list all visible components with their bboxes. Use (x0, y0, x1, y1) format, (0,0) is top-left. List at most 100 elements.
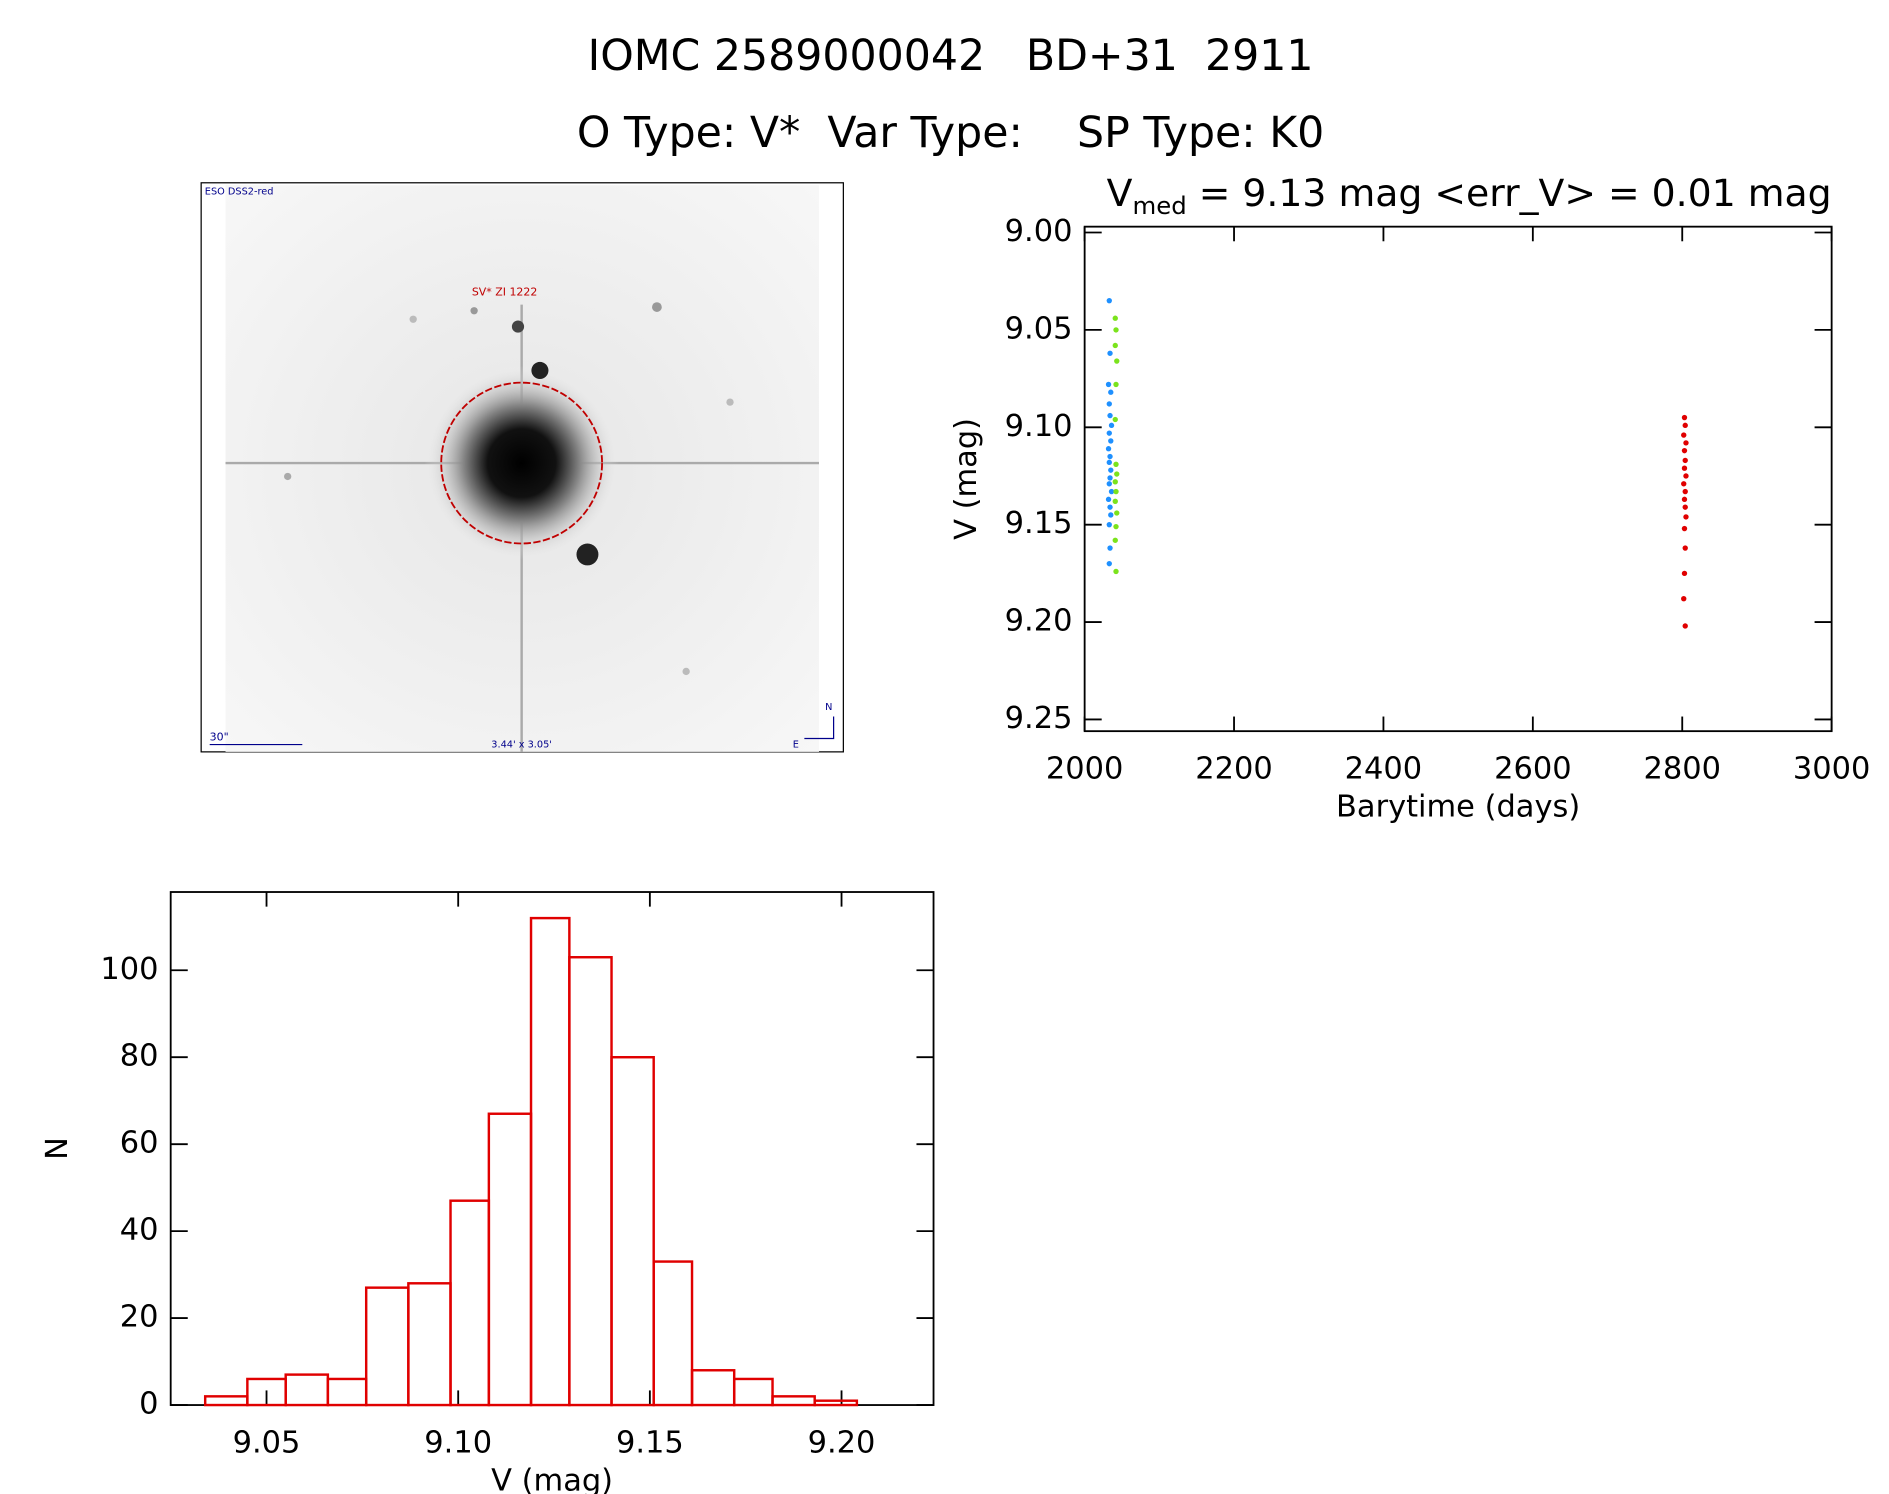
point (1682, 488, 1688, 495)
point (1112, 315, 1118, 321)
star (726, 398, 734, 406)
header-title: IOMC 2589000042 BD+31 2911 (588, 31, 1314, 81)
x-tick-label: 3000 (1793, 752, 1871, 787)
plot-frame (1083, 225, 1833, 733)
point (1108, 422, 1115, 429)
point (1681, 432, 1687, 438)
point (1112, 342, 1118, 349)
x-tick-label: 9.05 (233, 1426, 301, 1461)
y-tick-label: 20 (120, 1300, 159, 1335)
point (1106, 401, 1112, 407)
point (1681, 596, 1687, 602)
star (652, 302, 662, 312)
y-tick-label: 0 (139, 1387, 158, 1422)
point (1681, 447, 1688, 454)
hist-bar (407, 1282, 452, 1407)
y-axis-label: V (mag) (949, 418, 984, 540)
hist-bar (732, 1377, 774, 1407)
point (1106, 522, 1112, 528)
field-label: 3.44' x 3.05' (491, 740, 552, 751)
point (1107, 412, 1113, 419)
header-subtitle: O Type: V* Var Type: SP Type: K0 (577, 108, 1324, 158)
point (1113, 568, 1119, 575)
point (1113, 488, 1119, 495)
point (1681, 525, 1688, 532)
hist-bar (284, 1373, 330, 1407)
hist-bar (690, 1369, 736, 1407)
y-tick-label: 9.20 (1005, 604, 1073, 639)
point (1682, 504, 1688, 510)
point (1112, 479, 1118, 485)
point (1683, 473, 1689, 479)
x-tick-label: 2000 (1046, 752, 1124, 787)
hist-bar (652, 1260, 694, 1407)
y-tick-label: 60 (120, 1126, 159, 1161)
point (1682, 623, 1688, 629)
y-tick-label: 80 (120, 1039, 159, 1074)
survey-label: ESO DSS2-red (205, 186, 274, 197)
compass (804, 716, 835, 740)
x-tick-label: 2600 (1494, 752, 1572, 787)
point (1107, 350, 1113, 356)
point (1107, 504, 1113, 510)
point (1112, 416, 1118, 423)
point (1681, 481, 1687, 487)
point (1681, 496, 1688, 503)
point (1105, 381, 1112, 388)
point (1107, 453, 1113, 460)
point (1108, 467, 1114, 473)
star (531, 361, 549, 379)
point (1113, 523, 1119, 530)
point (1105, 496, 1112, 503)
x-axis-label: Barytime (days) (1336, 789, 1580, 824)
title-part: V (1107, 170, 1133, 214)
x-tick-label: 9.10 (424, 1426, 492, 1461)
hist-bar (771, 1395, 816, 1407)
point (1107, 545, 1113, 551)
star (424, 365, 620, 561)
point (1108, 488, 1115, 495)
hist-bar (487, 1112, 533, 1407)
point (1683, 440, 1689, 446)
scale-label: 30" (210, 730, 229, 743)
y-tick-label: 9.05 (1005, 311, 1073, 346)
point (1114, 510, 1120, 516)
target-label: SV* ZI 1222 (472, 285, 537, 298)
y-axis-label: N (40, 1137, 75, 1160)
hist-bar (568, 956, 613, 1407)
point (1106, 560, 1112, 567)
x-tick-label: 9.15 (616, 1426, 684, 1461)
x-tick-label: 2200 (1195, 752, 1273, 787)
point (1681, 414, 1688, 421)
point (1683, 514, 1689, 520)
x-tick-label: 2800 (1643, 752, 1721, 787)
y-tick-label: 9.00 (1005, 214, 1073, 249)
point (1106, 297, 1112, 304)
x-axis-label: V (mag) (491, 1463, 613, 1494)
point (1113, 327, 1119, 333)
point (1112, 537, 1118, 543)
point (1108, 512, 1114, 518)
point (1682, 545, 1688, 551)
point (1113, 381, 1119, 388)
x-tick-label: 2400 (1345, 752, 1423, 787)
x-tick-label: 9.20 (808, 1426, 876, 1461)
finder-image: ESO DSS2-red SV* ZI 1222 30" 3.44' x 3.0… (200, 182, 844, 753)
star (682, 667, 690, 676)
star (284, 472, 292, 481)
title-part: med (1133, 191, 1187, 220)
hist-bar (813, 1399, 859, 1407)
y-tick-label: 9.25 (1005, 701, 1073, 736)
point (1112, 498, 1118, 504)
hist-bar (610, 1056, 655, 1407)
star (511, 320, 525, 333)
north-label: N (825, 702, 832, 713)
point (1106, 459, 1112, 466)
point (1681, 570, 1688, 577)
y-tick-label: 9.15 (1005, 506, 1073, 541)
star (470, 307, 478, 315)
point (1114, 358, 1120, 364)
point (1107, 475, 1113, 481)
